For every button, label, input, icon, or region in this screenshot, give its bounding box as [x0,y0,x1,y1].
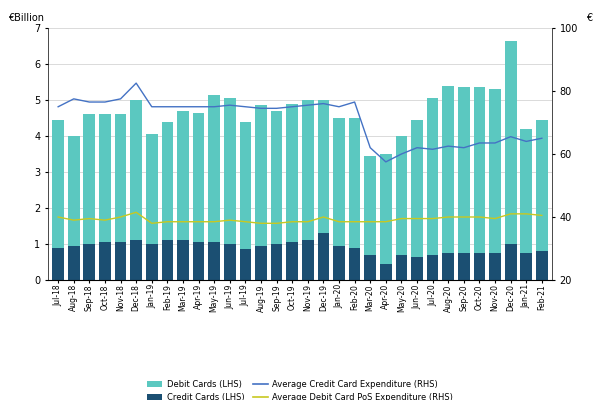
Bar [489,253,501,280]
Bar [505,41,517,244]
Legend: Debit Cards (LHS), Credit Cards (LHS), Average Credit Card Expenditure (RHS), Av: Debit Cards (LHS), Credit Cards (LHS), A… [148,380,452,400]
Bar [271,244,283,280]
Bar [146,244,158,280]
Bar [68,136,80,246]
Bar [473,88,485,253]
Bar [52,248,64,280]
Bar [239,122,251,250]
Bar [208,95,220,242]
Text: €: € [586,13,592,23]
Bar [458,253,470,280]
Bar [411,257,423,280]
Bar [520,129,532,253]
Bar [99,114,111,242]
Bar [364,156,376,255]
Bar [489,89,501,253]
Bar [115,114,127,242]
Text: €Billion: €Billion [8,13,44,23]
Bar [395,136,407,255]
Bar [536,120,548,251]
Bar [239,250,251,280]
Bar [208,242,220,280]
Bar [161,240,173,280]
Bar [255,246,267,280]
Bar [146,134,158,244]
Bar [224,98,236,244]
Bar [177,111,189,240]
Bar [224,244,236,280]
Bar [99,242,111,280]
Bar [193,242,205,280]
Bar [130,100,142,240]
Bar [427,98,439,255]
Bar [286,242,298,280]
Bar [130,240,142,280]
Bar [333,118,345,246]
Bar [333,246,345,280]
Bar [442,253,454,280]
Bar [380,264,392,280]
Bar [520,253,532,280]
Bar [83,114,95,244]
Bar [115,242,127,280]
Bar [364,255,376,280]
Bar [271,111,283,244]
Bar [427,255,439,280]
Bar [536,251,548,280]
Bar [302,240,314,280]
Bar [68,246,80,280]
Bar [458,88,470,253]
Bar [380,154,392,264]
Bar [255,106,267,246]
Bar [52,120,64,248]
Bar [317,233,329,280]
Bar [473,253,485,280]
Bar [442,86,454,253]
Bar [161,122,173,240]
Bar [395,255,407,280]
Bar [317,100,329,233]
Bar [349,118,361,248]
Bar [193,113,205,242]
Bar [505,244,517,280]
Bar [286,104,298,242]
Bar [411,120,423,257]
Bar [349,248,361,280]
Bar [83,244,95,280]
Bar [302,100,314,240]
Bar [177,240,189,280]
